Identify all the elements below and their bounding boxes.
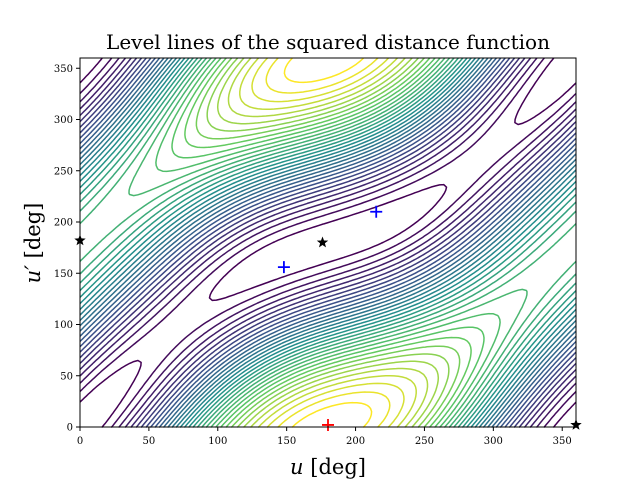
star-marker bbox=[316, 236, 329, 248]
contour-level-line bbox=[80, 58, 576, 428]
contour-level-line bbox=[80, 58, 576, 428]
contour-level-line bbox=[80, 58, 576, 428]
y-tick-label: 200 bbox=[54, 218, 73, 229]
y-axis-label: u′ [deg] bbox=[21, 203, 45, 284]
x-axis-unit: [deg] bbox=[304, 455, 366, 479]
contour-level-line bbox=[216, 58, 440, 428]
contour-level-line bbox=[80, 58, 576, 428]
y-axis-unit: [deg] bbox=[21, 203, 45, 265]
x-axis-ticks: 0 50 100 150 200 250 300 350 bbox=[77, 427, 572, 447]
contour-level-line bbox=[251, 58, 405, 428]
y-tick-label: 150 bbox=[54, 269, 73, 280]
x-tick-label: 100 bbox=[208, 436, 227, 447]
x-axis-symbol: u bbox=[290, 455, 304, 479]
contour-level-line bbox=[239, 58, 417, 428]
contour-level-line bbox=[227, 58, 429, 428]
y-tick-label: 250 bbox=[54, 166, 73, 177]
contour-level-line bbox=[80, 58, 576, 428]
contour-level-line bbox=[80, 58, 576, 428]
contour-lines bbox=[80, 58, 576, 428]
plus-marker bbox=[322, 418, 334, 431]
contour-level-line bbox=[128, 58, 528, 428]
plot-frame bbox=[79, 57, 577, 428]
x-axis-label: u [deg] bbox=[290, 455, 366, 479]
y-axis-symbol: u′ bbox=[21, 265, 45, 284]
contour-level-line bbox=[80, 58, 576, 428]
y-tick-label: 100 bbox=[54, 320, 73, 331]
contour-level-line bbox=[80, 58, 576, 428]
y-tick-label: 350 bbox=[54, 64, 73, 75]
contour-level-line bbox=[80, 58, 576, 428]
contour-level-line bbox=[206, 58, 450, 428]
contour-level-line bbox=[80, 58, 576, 428]
contour-level-line bbox=[80, 58, 576, 428]
contour-level-line bbox=[80, 58, 576, 428]
y-tick-label: 50 bbox=[60, 371, 73, 382]
x-tick-label: 250 bbox=[415, 436, 434, 447]
contour-level-line bbox=[80, 58, 576, 428]
contour-level-line bbox=[80, 58, 576, 428]
x-tick-label: 150 bbox=[277, 436, 296, 447]
x-tick-label: 200 bbox=[346, 436, 365, 447]
x-tick-label: 350 bbox=[553, 436, 572, 447]
contour-level-line bbox=[80, 58, 576, 428]
y-tick-label: 300 bbox=[54, 115, 73, 126]
x-tick-label: 50 bbox=[143, 436, 156, 447]
contour-level-line bbox=[80, 58, 576, 428]
contour-level-line bbox=[80, 58, 576, 428]
plus-marker bbox=[277, 261, 290, 274]
contour-level-line bbox=[80, 58, 576, 428]
contour-level-line bbox=[80, 58, 576, 428]
contour-level-line bbox=[195, 58, 461, 428]
y-tick-label: 0 bbox=[67, 423, 73, 434]
plus-marker bbox=[370, 205, 383, 218]
x-tick-label: 0 bbox=[77, 436, 83, 447]
contour-level-line bbox=[184, 58, 472, 428]
x-tick-label: 300 bbox=[484, 436, 503, 447]
contour-level-line bbox=[80, 58, 576, 428]
chart-title: Level lines of the squared distance func… bbox=[106, 30, 550, 54]
contour-level-line bbox=[283, 58, 373, 428]
y-axis-ticks: 0 50 100 150 200 250 300 350 bbox=[54, 64, 80, 434]
contour-level-line bbox=[171, 58, 485, 428]
contour-level-line bbox=[80, 58, 576, 428]
